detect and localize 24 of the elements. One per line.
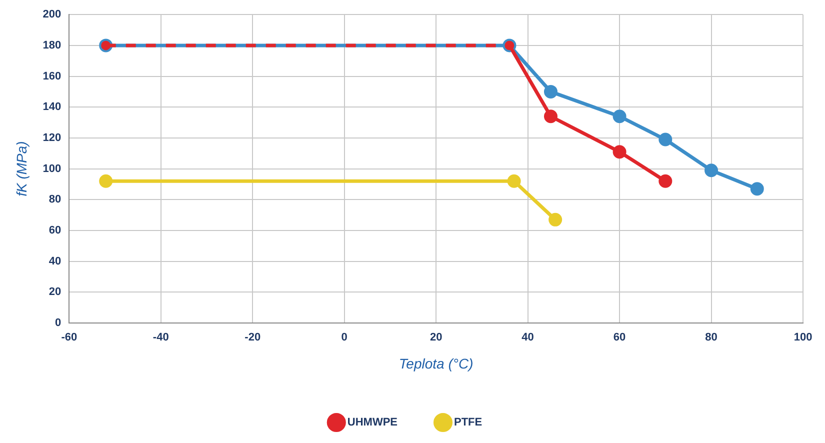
y-tick-label: 180 bbox=[42, 39, 62, 52]
legend-label: PTFE bbox=[454, 416, 482, 429]
y-tick-label: 200 bbox=[42, 8, 62, 21]
y-tick-label: 20 bbox=[48, 286, 62, 298]
y-tick-label: 0 bbox=[55, 317, 62, 330]
y-tick-label: 60 bbox=[48, 224, 62, 237]
x-tick-label: 60 bbox=[613, 332, 626, 344]
x-tick-label: 20 bbox=[430, 332, 442, 344]
y-axis-title: fK (MPa) bbox=[13, 141, 30, 196]
x-tick-label: -60 bbox=[61, 332, 78, 344]
x-tick-label: 80 bbox=[705, 332, 718, 344]
x-tick-label: 40 bbox=[522, 332, 534, 344]
y-tick-label: 160 bbox=[42, 70, 62, 82]
x-tick-label: -40 bbox=[152, 332, 169, 344]
x-axis-title: Teplota (°C) bbox=[398, 355, 474, 372]
y-tick-label: 140 bbox=[42, 101, 62, 114]
y-tick-label: 120 bbox=[42, 132, 62, 144]
y-tick-label: 40 bbox=[48, 255, 62, 268]
x-tick-label: 100 bbox=[794, 332, 812, 344]
legend-label: UHMWPE bbox=[347, 416, 398, 429]
y-tick-label: 80 bbox=[48, 194, 62, 206]
x-tick-label: -20 bbox=[244, 332, 261, 344]
y-tick-label: 100 bbox=[42, 162, 62, 175]
x-tick-label: 0 bbox=[341, 332, 348, 344]
